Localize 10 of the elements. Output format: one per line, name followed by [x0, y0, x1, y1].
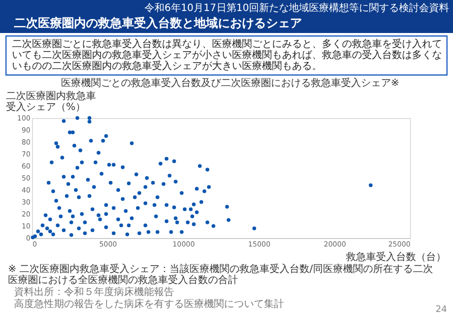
text: 令和6年10月17日第10回新たな地域医療構想等に関する検討会資料: [144, 2, 449, 14]
chart-subtitle: 医療機関ごとの救急車受入台数及び二次医療圏における救急車受入シェア※: [60, 77, 400, 89]
y-axis-title: 二次医療圏内救急車受入シェア（%）: [6, 90, 96, 113]
text: 高度急性期の報告をした病床を有する医療機関について集計: [14, 298, 284, 310]
text: 24: [436, 305, 448, 315]
text: 二次医療圏ごとに救急車受入台数は異なり、医療機関ごとにみると、多くの救急車を受け入れていても二次医療圏内の救急車受入シェアが小さい医療機関もあれば、救急車の受入台数は多くないものの二次医療圏内の救急車受入シェアが大きい医療機関もある。: [12, 38, 442, 72]
text: 資料出所：令和５年度病床機能報告: [14, 286, 174, 298]
text: ※ 二次医療圏内救急車受入シェア：当該医療機関の救急車受入台数/同医療機関の所在する二次医療圏における全医療機関の救急車受入台数の合計: [8, 263, 433, 286]
x-axis-title: 救急車受入台数（台）: [345, 251, 446, 263]
chart-title: 二次医療圏内の救急車受入台数と地域におけるシェア: [14, 16, 302, 30]
